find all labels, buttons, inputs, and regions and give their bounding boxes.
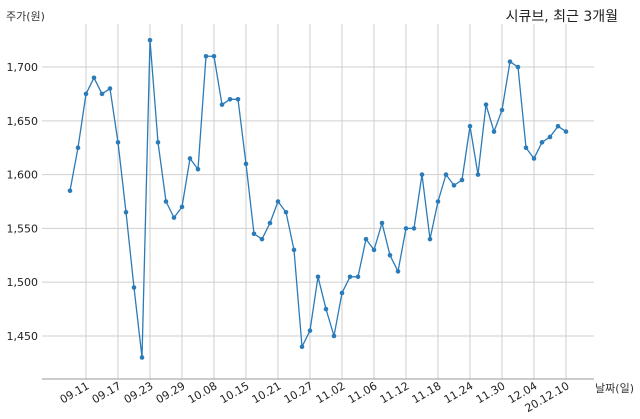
x-tick-label: 09.29 (154, 379, 188, 406)
data-point (459, 177, 465, 183)
data-point (515, 64, 521, 70)
data-point (227, 97, 233, 102)
data-point (483, 102, 489, 107)
x-tick-label: 11.12 (378, 379, 412, 406)
data-point (371, 247, 377, 253)
data-point (115, 140, 121, 145)
y-tick-label: 1,500 (7, 276, 39, 289)
data-point (275, 199, 281, 204)
y-tick-label: 1,650 (7, 115, 39, 128)
data-point (155, 140, 161, 145)
x-tick-label: 11.24 (442, 379, 476, 406)
series-line (69, 39, 567, 359)
data-point (219, 102, 225, 107)
data-point (91, 75, 97, 81)
data-point (427, 236, 433, 242)
y-tick-label: 1,550 (7, 222, 39, 235)
data-point (363, 236, 369, 242)
data-point (467, 123, 473, 129)
data-point (83, 91, 89, 97)
x-tick-label: 09.23 (122, 379, 156, 406)
data-point (291, 247, 297, 253)
x-tick-label: 11.18 (410, 379, 444, 406)
data-point (555, 123, 561, 129)
data-point (387, 252, 393, 258)
x-tick-label: 11.06 (346, 379, 380, 406)
data-point (531, 156, 537, 161)
data-point (491, 129, 497, 134)
data-point (147, 37, 153, 43)
data-point (75, 145, 81, 151)
y-tick-label: 1,450 (7, 330, 39, 343)
tick-labels: 1,450 1,500 1,550 1,600 1,650 1,700 09.1109.17… (7, 61, 572, 415)
y-axis-label: 주가(원) (6, 10, 45, 23)
data-point (355, 274, 361, 280)
x-tick-label: 10.21 (250, 379, 284, 406)
data-point (323, 306, 329, 312)
data-point (235, 97, 241, 102)
x-tick-label: 11.30 (474, 379, 508, 406)
chart-title: 시큐브, 최근 3개월 (505, 9, 618, 25)
data-point (267, 220, 273, 226)
data-point (475, 172, 481, 177)
data-point (203, 53, 209, 59)
data-point (251, 231, 257, 237)
data-point (563, 129, 569, 134)
data-point (99, 91, 105, 97)
series (67, 37, 569, 360)
data-point (211, 53, 217, 59)
data-point (379, 220, 385, 226)
data-point (339, 290, 345, 296)
x-axis-label: 날짜(일) (595, 382, 634, 395)
data-point (331, 333, 337, 339)
x-tick-label: 11.02 (314, 379, 348, 406)
x-tick-label: 09.11 (58, 379, 92, 406)
data-point (507, 59, 513, 64)
data-point (411, 226, 417, 231)
x-tick-label: 10.27 (282, 379, 316, 406)
data-point (179, 204, 185, 210)
data-point (307, 328, 313, 333)
x-tick-label: 10.15 (218, 379, 252, 406)
data-point (435, 199, 441, 204)
x-tick-label: 09.17 (90, 379, 124, 406)
x-tick-label: 10.08 (186, 379, 220, 406)
data-point (539, 140, 545, 145)
data-point (171, 215, 177, 220)
data-point (523, 145, 529, 151)
y-tick-label: 1,700 (7, 61, 39, 74)
data-point (315, 274, 321, 280)
data-point (243, 161, 249, 167)
data-point (107, 86, 113, 91)
data-point (395, 269, 401, 274)
data-point (187, 156, 193, 161)
data-point (347, 274, 353, 280)
data-point (131, 285, 137, 290)
y-tick-label: 1,600 (7, 169, 39, 182)
data-point (283, 209, 289, 215)
data-point (123, 209, 129, 215)
data-point (163, 199, 169, 204)
data-point (195, 166, 201, 172)
data-point (139, 355, 145, 360)
data-point (499, 107, 505, 113)
data-point (443, 172, 449, 177)
data-point (299, 344, 305, 350)
data-point (403, 226, 409, 231)
data-point (451, 183, 457, 188)
data-point (67, 188, 73, 194)
data-point (547, 134, 553, 140)
data-point (259, 236, 265, 242)
data-point (419, 172, 425, 177)
